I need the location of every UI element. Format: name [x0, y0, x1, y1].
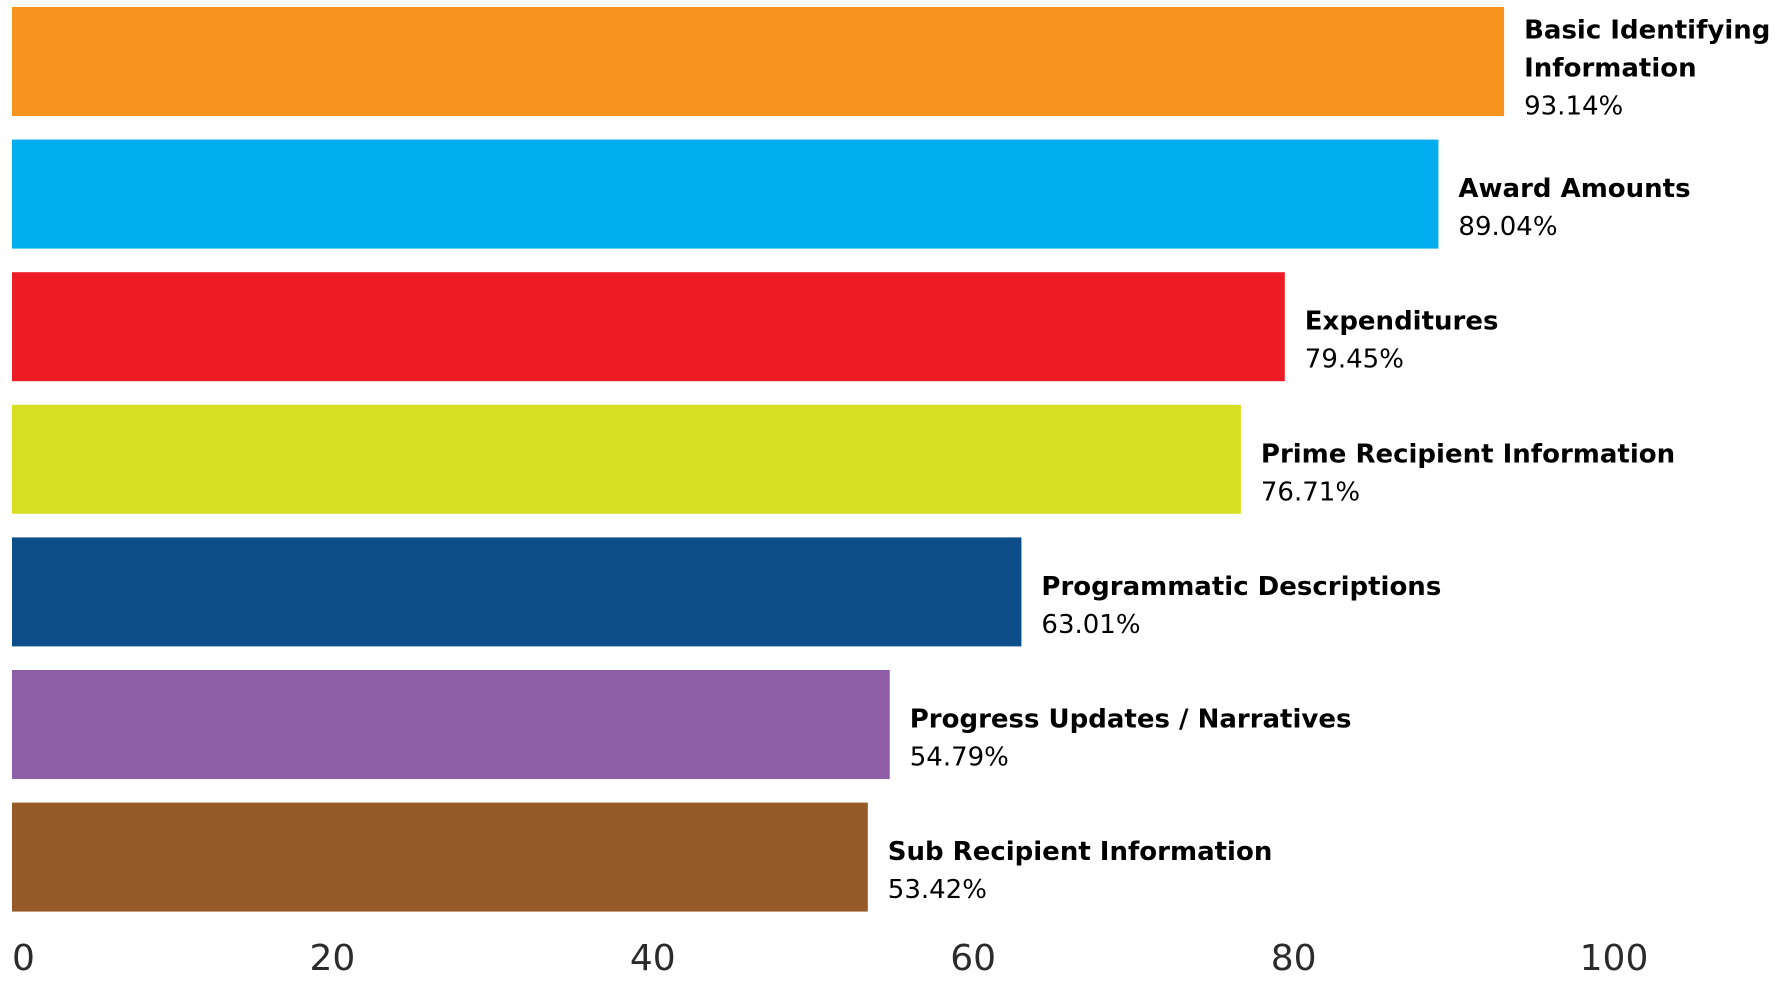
x-tick-label-20: 20 — [309, 938, 355, 979]
category-labels-group: Basic Identifying Information 93.14% Award … — [888, 16, 1771, 906]
bars-group — [12, 7, 1505, 912]
value-label-3: 76.71% — [1261, 477, 1360, 507]
bar-0 — [12, 7, 1505, 116]
category-label-5: Progress Updates / Narratives — [910, 705, 1352, 735]
bar-5 — [12, 670, 890, 779]
category-label-0-line-1: Information — [1524, 54, 1697, 84]
x-tick-label-80: 80 — [1271, 938, 1317, 979]
category-label-1: Award Amounts — [1458, 174, 1690, 204]
category-label-2: Expenditures — [1305, 307, 1499, 337]
value-label-0: 93.14% — [1524, 92, 1623, 122]
x-tick-label-0: 0 — [12, 938, 35, 979]
x-tick-label-100: 100 — [1580, 938, 1649, 979]
x-axis-ticks: 0 20 40 60 80 100 — [12, 938, 1648, 979]
bar-2 — [12, 272, 1285, 382]
bar-4 — [12, 537, 1022, 647]
value-label-6: 53.42% — [888, 875, 987, 905]
value-label-1: 89.04% — [1458, 212, 1557, 242]
bar-6 — [12, 802, 868, 912]
value-label-4: 63.01% — [1041, 610, 1140, 640]
category-label-3: Prime Recipient Information — [1261, 439, 1675, 469]
x-tick-label-40: 40 — [630, 938, 676, 979]
x-tick-label-60: 60 — [950, 938, 996, 979]
category-label-6: Sub Recipient Information — [888, 837, 1273, 867]
value-label-5: 54.79% — [910, 743, 1009, 773]
bar-1 — [12, 139, 1439, 249]
category-label-4: Programmatic Descriptions — [1041, 572, 1441, 602]
bar-3 — [12, 404, 1241, 514]
value-label-2: 79.45% — [1305, 345, 1404, 375]
category-label-0-line-0: Basic Identifying — [1524, 16, 1770, 46]
